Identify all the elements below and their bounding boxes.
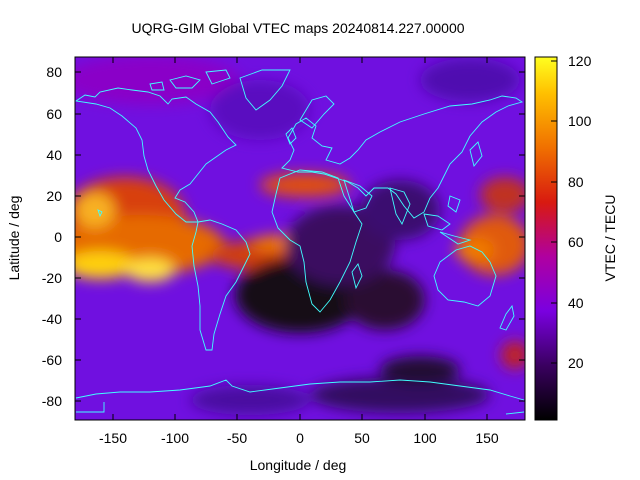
colorbar-tick-label: 100 [568,113,592,129]
x-tick-label: 150 [475,430,499,446]
colorbar-gradient [534,56,558,421]
colorbar-tick-label: 80 [568,174,584,190]
y-tick-label: 20 [46,188,62,204]
x-tick-label: 0 [296,430,304,446]
vtec-heatmap [75,57,525,420]
y-tick-label: 0 [54,229,62,245]
y-tick-label: -40 [42,311,62,327]
x-axis-label: Longitude / deg [250,457,347,473]
x-axis [112,57,488,420]
x-tick-label: -100 [161,430,189,446]
x-tick-labels: -150 -100 -50 0 50 100 150 [99,430,499,446]
x-tick-label: -150 [99,430,127,446]
colorbar-tick-label: 40 [568,295,584,311]
y-tick-label: 80 [46,64,62,80]
colorbar: 120 100 80 60 40 20 VTEC / TECU [534,53,618,421]
y-axis-label: Latitude / deg [6,196,22,281]
y-tick-label: 40 [46,147,62,163]
x-tick-label: -50 [227,430,247,446]
y-tick-label: -20 [42,270,62,286]
x-tick-label: 100 [413,430,437,446]
y-tick-label: -80 [42,393,62,409]
colorbar-label: VTEC / TECU [602,195,618,282]
colorbar-tick-label: 60 [568,234,584,250]
coastlines [75,69,525,415]
colorbar-tick-label: 120 [568,53,592,69]
y-tick-labels: 80 60 40 20 0 -20 -40 -60 -80 [42,64,62,409]
y-tick-label: -60 [42,352,62,368]
x-tick-label: 50 [354,430,370,446]
y-tick-label: 60 [46,106,62,122]
colorbar-tick-label: 20 [568,355,584,371]
chart-title: UQRG-GIM Global VTEC maps 20240814.227.0… [131,20,464,36]
y-axis [75,71,525,402]
